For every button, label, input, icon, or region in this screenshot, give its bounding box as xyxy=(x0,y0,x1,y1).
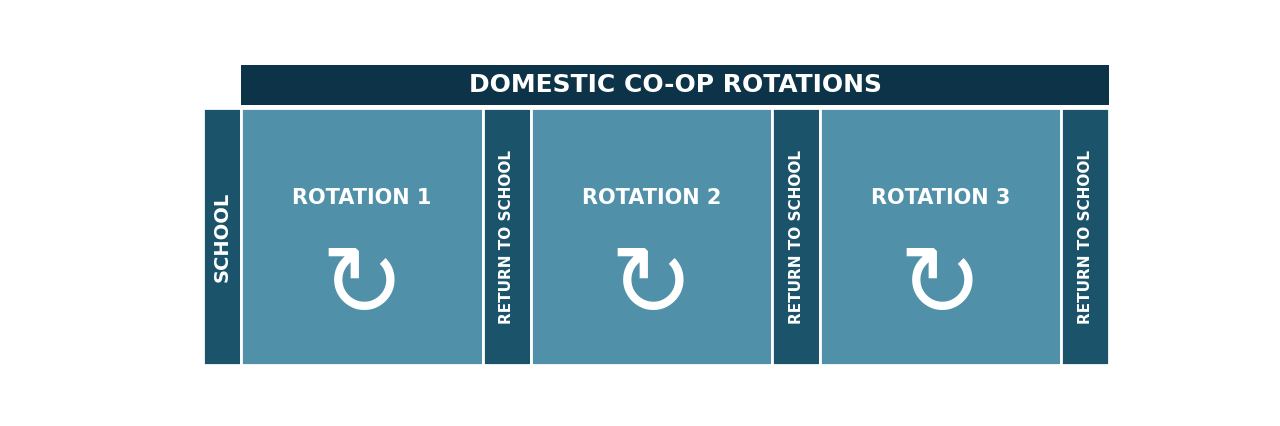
Text: SCHOOL: SCHOOL xyxy=(212,192,232,282)
FancyBboxPatch shape xyxy=(772,108,820,365)
Text: ROTATION 2: ROTATION 2 xyxy=(581,188,721,208)
Text: DOMESTIC CO-OP ROTATIONS: DOMESTIC CO-OP ROTATIONS xyxy=(468,73,882,97)
FancyBboxPatch shape xyxy=(1061,108,1110,365)
FancyBboxPatch shape xyxy=(242,108,483,365)
Text: ↻: ↻ xyxy=(899,240,983,337)
Text: ROTATION 1: ROTATION 1 xyxy=(292,188,431,208)
Text: RETURN TO SCHOOL: RETURN TO SCHOOL xyxy=(788,150,804,324)
FancyBboxPatch shape xyxy=(483,108,531,365)
FancyBboxPatch shape xyxy=(242,65,1110,105)
FancyBboxPatch shape xyxy=(202,108,242,365)
Text: ↻: ↻ xyxy=(320,240,404,337)
Text: RETURN TO SCHOOL: RETURN TO SCHOOL xyxy=(1078,150,1093,324)
Text: ↻: ↻ xyxy=(609,240,694,337)
Text: RETURN TO SCHOOL: RETURN TO SCHOOL xyxy=(499,150,515,324)
FancyBboxPatch shape xyxy=(531,108,772,365)
FancyBboxPatch shape xyxy=(820,108,1061,365)
Text: ROTATION 3: ROTATION 3 xyxy=(870,188,1010,208)
